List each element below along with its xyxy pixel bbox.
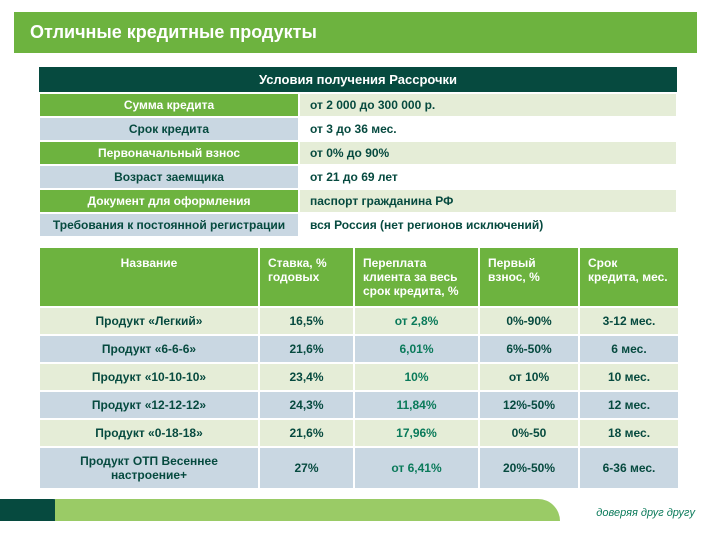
col-name: Название (39, 247, 259, 307)
condition-row: Возраст заемщикаот 21 до 69 лет (39, 165, 677, 189)
product-down: 12%-50% (479, 391, 579, 419)
col-down: Первый взнос, % (479, 247, 579, 307)
condition-label: Возраст заемщика (39, 165, 299, 189)
condition-value: от 21 до 69 лет (299, 165, 677, 189)
product-name: Продукт «10-10-10» (39, 363, 259, 391)
product-over: 6,01% (354, 335, 479, 363)
conditions-table: Условия получения Рассрочки Сумма кредит… (38, 67, 678, 238)
product-name: Продукт ОТП Весеннее настроение+ (39, 447, 259, 489)
condition-value: от 3 до 36 мес. (299, 117, 677, 141)
condition-value: от 2 000 до 300 000 р. (299, 93, 677, 117)
product-down: 0%-50 (479, 419, 579, 447)
condition-row: Требования к постоянной регистрациився Р… (39, 213, 677, 237)
product-rate: 16,5% (259, 307, 354, 335)
product-down: 6%-50% (479, 335, 579, 363)
product-row: Продукт ОТП Весеннее настроение+27%от 6,… (39, 447, 679, 489)
product-rate: 27% (259, 447, 354, 489)
condition-value: вся Россия (нет регионов исключений) (299, 213, 677, 237)
product-row: Продукт «6-6-6»21,6%6,01%6%-50%6 мес. (39, 335, 679, 363)
product-name: Продукт «Легкий» (39, 307, 259, 335)
condition-row: Срок кредитаот 3 до 36 мес. (39, 117, 677, 141)
product-over: 11,84% (354, 391, 479, 419)
condition-value: паспорт гражданина РФ (299, 189, 677, 213)
product-name: Продукт «0-18-18» (39, 419, 259, 447)
condition-row: Документ для оформленияпаспорт гражданин… (39, 189, 677, 213)
condition-label: Требования к постоянной регистрации (39, 213, 299, 237)
product-term: 18 мес. (579, 419, 679, 447)
product-over: 17,96% (354, 419, 479, 447)
product-name: Продукт «12-12-12» (39, 391, 259, 419)
product-term: 6 мес. (579, 335, 679, 363)
product-row: Продукт «Легкий»16,5%от 2,8%0%-90%3-12 м… (39, 307, 679, 335)
product-rate: 23,4% (259, 363, 354, 391)
product-rate: 21,6% (259, 419, 354, 447)
products-table: Название Ставка, % годовых Переплата кли… (38, 246, 680, 490)
product-row: Продукт «0-18-18»21,6%17,96%0%-5018 мес. (39, 419, 679, 447)
product-name: Продукт «6-6-6» (39, 335, 259, 363)
page-title: Отличные кредитные продукты (14, 12, 697, 53)
product-over: 10% (354, 363, 479, 391)
product-row: Продукт «12-12-12»24,3%11,84%12%-50%12 м… (39, 391, 679, 419)
conditions-header: Условия получения Рассрочки (39, 67, 677, 93)
condition-label: Сумма кредита (39, 93, 299, 117)
motto: доверяя друг другу (596, 507, 695, 519)
swoosh-light (55, 499, 560, 521)
product-rate: 21,6% (259, 335, 354, 363)
condition-label: Первоначальный взнос (39, 141, 299, 165)
condition-value: от 0% до 90% (299, 141, 677, 165)
condition-label: Срок кредита (39, 117, 299, 141)
products-header-row: Название Ставка, % годовых Переплата кли… (39, 247, 679, 307)
col-rate: Ставка, % годовых (259, 247, 354, 307)
product-over: от 2,8% (354, 307, 479, 335)
product-row: Продукт «10-10-10»23,4%10%от 10%10 мес. (39, 363, 679, 391)
condition-row: Первоначальный взносот 0% до 90% (39, 141, 677, 165)
product-term: 10 мес. (579, 363, 679, 391)
col-over: Переплата клиента за весь срок кредита, … (354, 247, 479, 307)
product-down: 0%-90% (479, 307, 579, 335)
condition-row: Сумма кредитаот 2 000 до 300 000 р. (39, 93, 677, 117)
product-over: от 6,41% (354, 447, 479, 489)
product-down: от 10% (479, 363, 579, 391)
product-term: 3-12 мес. (579, 307, 679, 335)
product-down: 20%-50% (479, 447, 579, 489)
product-rate: 24,3% (259, 391, 354, 419)
condition-label: Документ для оформления (39, 189, 299, 213)
product-term: 6-36 мес. (579, 447, 679, 489)
product-term: 12 мес. (579, 391, 679, 419)
col-term: Срок кредита, мес. (579, 247, 679, 307)
footer-swoosh (0, 499, 560, 521)
